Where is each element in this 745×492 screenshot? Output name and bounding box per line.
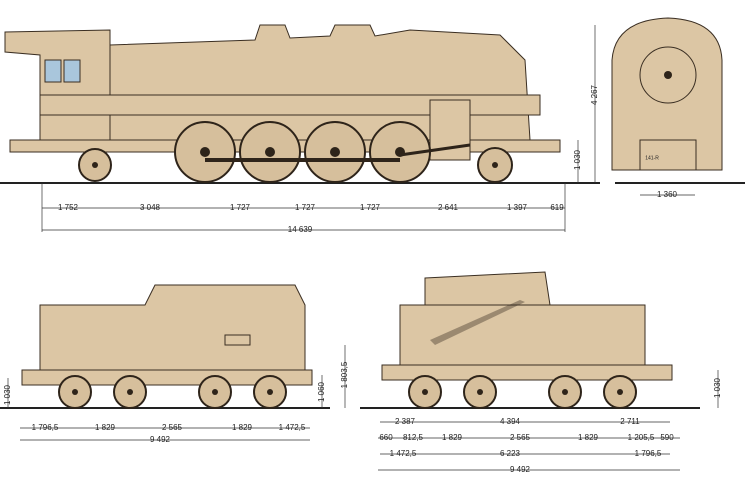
dimension: 1 727 [295,203,316,212]
dimension: 6 223 [500,449,521,458]
dimension: 2 565 [510,433,531,442]
dimension: 812,5 [403,433,424,442]
locomotive-side [4,24,561,183]
dimension: 9 492 [510,465,531,474]
plate: 141-R [645,155,659,161]
dimension: 1 030 [3,384,12,405]
dimension: 1 360 [657,190,678,199]
locomotive-dimensions: 1 752 3 048 1 727 1 727 1 727 2 641 1 39… [41,25,695,234]
dimension: 1 752 [58,203,79,212]
dimension: 1 829 [95,423,116,432]
dimension: 1 803,5 [340,361,349,388]
dimension: 1 030 [713,377,722,398]
dimension: 1 030 [573,149,582,170]
dimension: 2 641 [438,203,459,212]
dimension: 1 796,5 [635,449,662,458]
dimension: 1 060 [317,381,326,402]
dimension: 660 [379,433,393,442]
dimension: 1 829 [442,433,463,442]
dimension: 9 492 [150,435,171,444]
dimension: 4 394 [500,417,521,426]
tender-right: 2 387 4 394 2 711 660 812,5 1 829 2 565 … [340,271,722,474]
dimension: 4 267 [590,84,599,105]
dimension: 1 727 [230,203,251,212]
dimension: 590 [660,433,674,442]
dimension: 1 472,5 [279,423,306,432]
dimension: 3 048 [140,203,161,212]
dimension: 1 829 [578,433,599,442]
dimension: 1 727 [360,203,381,212]
dimension: 2 711 [620,417,640,426]
tender-left: 1 796,5 1 829 2 565 1 829 1 472,5 9 492 … [3,284,326,444]
dimension: 2 387 [395,417,416,426]
dimension: 1 205,5 [628,433,655,442]
dimension: 1 796,5 [32,423,59,432]
dimension: 619 [550,203,564,212]
dimension: 1 829 [232,423,253,432]
dimension: 1 397 [507,203,528,212]
dimension: 1 472,5 [390,449,417,458]
dimension: 14 639 [288,225,313,234]
locomotive-front: 141-R [611,17,723,171]
dimension: 2 565 [162,423,183,432]
